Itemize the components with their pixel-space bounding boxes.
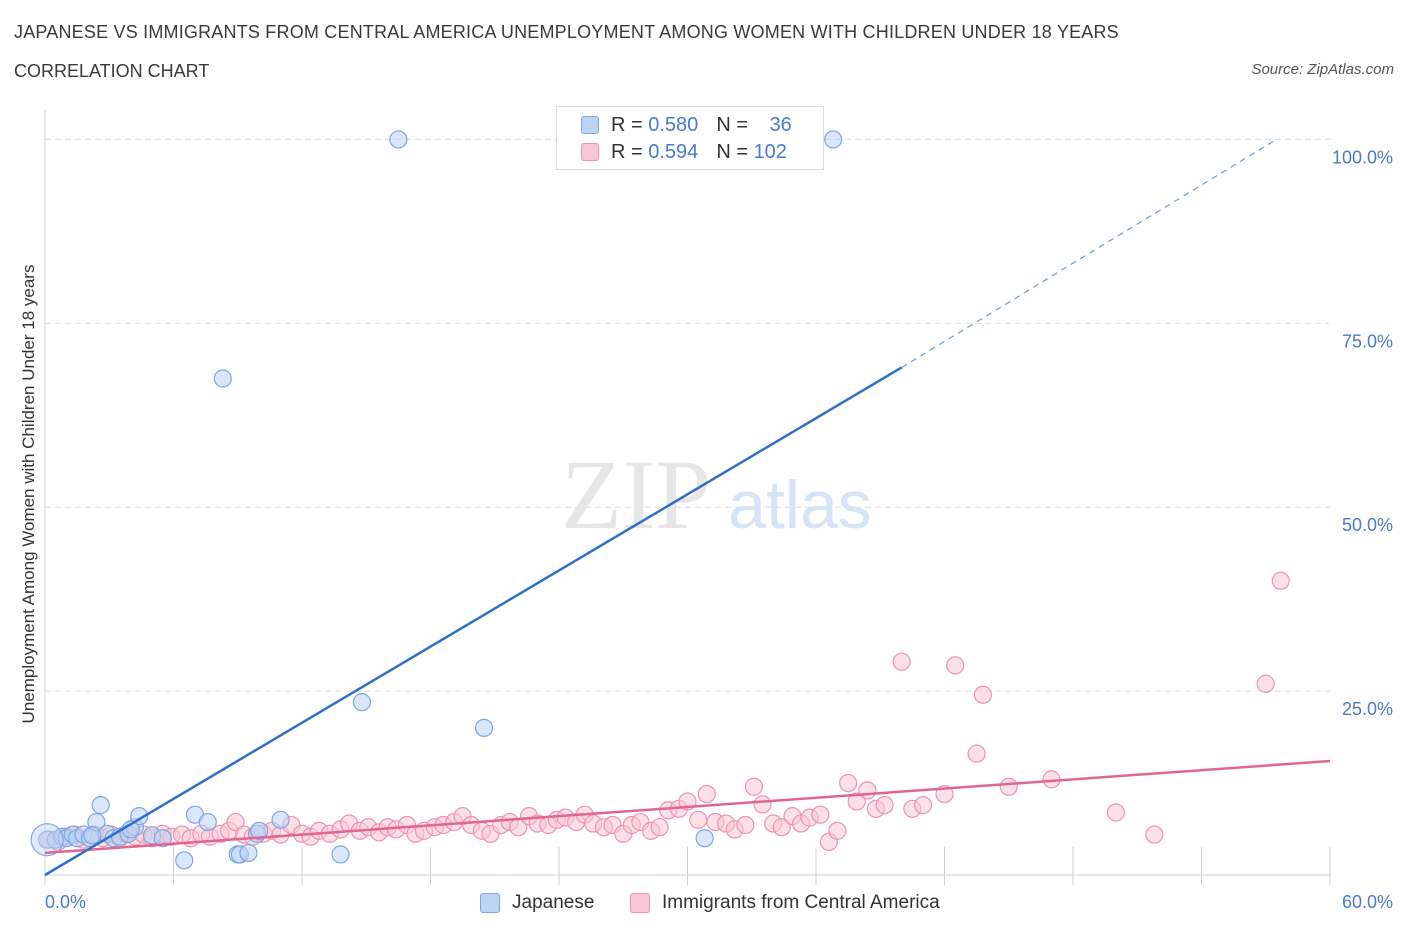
central-america-point xyxy=(1256,674,1275,693)
japanese-swatch xyxy=(480,893,500,913)
japanese-point xyxy=(153,829,172,848)
tick-labels: 25.0% 50.0% 75.0% 100.0% 0.0% 60.0% xyxy=(45,147,1393,912)
japanese-point xyxy=(352,693,372,712)
japanese-point xyxy=(695,829,714,848)
n-value: 102 xyxy=(753,140,787,163)
central-america-point xyxy=(226,812,245,832)
central-america-swatch xyxy=(630,893,650,913)
n-value: 36 xyxy=(769,113,792,136)
central-america-point xyxy=(772,818,791,837)
japanese-point xyxy=(474,718,494,737)
legend-label: Japanese xyxy=(512,892,595,913)
y-tick-label: 25.0% xyxy=(1342,699,1393,719)
stats-row-central-america: R = 0.594 N = 102 xyxy=(581,139,787,165)
central-america-point xyxy=(973,685,993,704)
central-america-point xyxy=(892,652,911,671)
central-america-point xyxy=(650,818,669,837)
central-america-point xyxy=(753,795,772,814)
n-label: N = xyxy=(716,140,754,163)
stats-legend: R = 0.580 N = 36 R = 0.594 N = 102 xyxy=(556,106,824,170)
central-america-point xyxy=(875,796,894,815)
central-america-swatch xyxy=(581,143,599,161)
central-america-point xyxy=(1271,571,1290,590)
central-america-point xyxy=(811,805,830,824)
central-america-trend-line xyxy=(44,759,1331,855)
central-america-point xyxy=(736,815,755,835)
r-label: R = xyxy=(611,113,649,136)
chart-subtitle: CORRELATION CHART xyxy=(14,61,210,81)
grid-layer xyxy=(45,138,1330,692)
japanese-point xyxy=(91,796,110,815)
r-value: 0.580 xyxy=(648,113,699,136)
central-america-point xyxy=(839,773,858,793)
watermark: ZIP atlas xyxy=(561,439,872,550)
japanese-point xyxy=(389,130,408,149)
source-credit: Source: ZipAtlas.com xyxy=(1251,61,1394,78)
central-america-point xyxy=(1106,803,1125,822)
y-tick-label: 50.0% xyxy=(1342,515,1393,535)
central-america-point xyxy=(999,777,1018,796)
legend-label: Immigrants from Central America xyxy=(662,892,940,913)
japanese-point xyxy=(198,812,217,832)
watermark-atlas: atlas xyxy=(728,467,872,543)
x-tick-label: 0.0% xyxy=(45,892,86,912)
japanese-point xyxy=(175,851,194,870)
legend-item-central-america[interactable]: Immigrants from Central America xyxy=(630,890,940,916)
legend-item-japanese[interactable]: Japanese xyxy=(480,890,594,916)
central-america-point xyxy=(1145,825,1164,844)
japanese-point xyxy=(331,845,350,864)
japanese-point xyxy=(30,823,64,857)
japanese-point xyxy=(250,821,269,840)
r-value: 0.594 xyxy=(648,140,699,163)
japanese-point xyxy=(213,369,232,388)
y-axis-label: Unemployment Among Women with Children U… xyxy=(19,265,38,724)
y-tick-label: 75.0% xyxy=(1342,331,1393,351)
japanese-point xyxy=(239,843,258,863)
japanese-trend-line xyxy=(44,366,903,877)
central-america-point xyxy=(828,821,847,840)
central-america-point xyxy=(946,656,965,675)
central-america-point xyxy=(858,781,877,800)
trend-layer xyxy=(44,138,1331,877)
japanese-point xyxy=(83,826,102,845)
central-america-point xyxy=(689,810,708,829)
japanese-point xyxy=(824,130,843,149)
n-label: N = xyxy=(716,113,754,136)
japanese-point xyxy=(271,810,290,829)
central-america-point xyxy=(697,784,716,804)
axis-layer xyxy=(44,110,1331,885)
x-tick-label: 60.0% xyxy=(1342,892,1393,912)
central-america-point xyxy=(744,777,763,796)
central-america-point xyxy=(967,744,986,763)
stats-row-japanese: R = 0.580 N = 36 xyxy=(581,112,792,138)
japanese-swatch xyxy=(581,116,599,134)
central-america-point xyxy=(847,792,866,811)
r-label: R = xyxy=(611,140,649,163)
japanese-trend-extension xyxy=(901,138,1277,368)
central-america-point xyxy=(913,796,933,815)
y-tick-label: 100.0% xyxy=(1332,147,1393,167)
chart-title: JAPANESE VS IMMIGRANTS FROM CENTRAL AMER… xyxy=(14,22,1119,42)
